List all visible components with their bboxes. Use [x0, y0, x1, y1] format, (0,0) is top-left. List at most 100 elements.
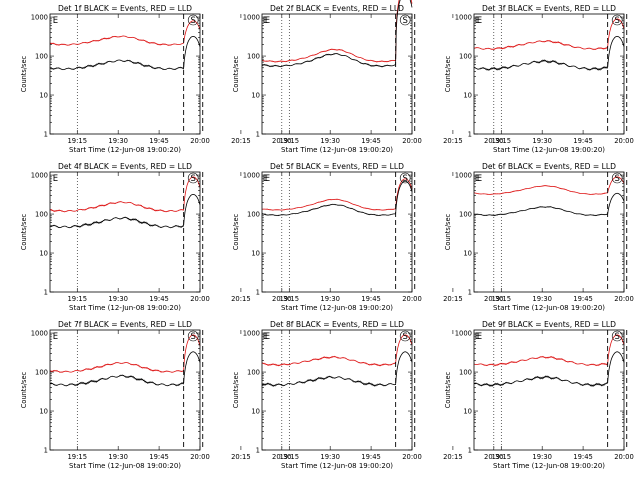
- y-tick-label: 10: [251, 92, 260, 100]
- x-tick-label: 19:30: [320, 453, 340, 461]
- x-axis-label: Start Time (12-Jun-08 19:00:20): [69, 462, 181, 470]
- start-marker-circle: [611, 330, 623, 342]
- y-tick-label: 10: [463, 250, 472, 258]
- y-axis-label: Counts/sec: [20, 55, 28, 92]
- panel-1: Det 1f BLACK = Events, RED = LLD 1 10 100 10…: [20, 4, 292, 154]
- lld-series-line: [49, 176, 201, 213]
- x-axis-label: Start Time (12-Jun-08 19:00:20): [69, 304, 181, 312]
- y-tick-label: 1000: [455, 172, 472, 180]
- marker-s-2: S: [614, 16, 619, 26]
- lld-series-line: [474, 176, 625, 195]
- x-axis-label: Start Time (12-Jun-08 19:00:20): [69, 146, 181, 154]
- y-tick-label: 100: [35, 369, 48, 377]
- y-tick-label: 1: [44, 447, 48, 455]
- y-tick-label: 10: [463, 408, 472, 416]
- x-axis-label: Start Time (12-Jun-08 19:00:20): [281, 304, 393, 312]
- x-tick-label: 19:15: [491, 137, 511, 145]
- plot-frame: [261, 13, 413, 135]
- lld-series-line: [49, 20, 201, 46]
- lld-series-line: [261, 178, 413, 211]
- start-marker-circle: [187, 172, 199, 184]
- x-tick-label: 19:15: [491, 295, 511, 303]
- x-tick-label: 20:00: [190, 453, 210, 461]
- x-tick-label: 20:30: [272, 295, 292, 303]
- x-axis-label: Start Time (12-Jun-08 19:00:20): [493, 146, 605, 154]
- x-tick-label: 20:15: [231, 137, 251, 145]
- x-tick-label: 19:30: [108, 453, 128, 461]
- marker-e-3: E: [263, 174, 268, 184]
- y-tick-label: 1000: [243, 14, 260, 22]
- panel-title: Det 1f BLACK = Events, RED = LLD: [58, 4, 192, 13]
- start-marker-circle: [187, 14, 199, 26]
- marker-e-3: E: [475, 174, 480, 184]
- marker-e-3: E: [475, 16, 480, 26]
- marker-e-1: E: [265, 174, 270, 184]
- marker-e-3: E: [263, 16, 268, 26]
- panel-title: Det 3f BLACK = Events, RED = LLD: [482, 4, 616, 13]
- x-tick-label: 19:45: [149, 137, 169, 145]
- y-axis-label: Counts/sec: [232, 55, 240, 92]
- y-tick-label: 100: [459, 53, 472, 61]
- x-tick-label: 20:30: [484, 295, 504, 303]
- y-axis-label: Counts/sec: [232, 213, 240, 250]
- marker-s-2: S: [190, 174, 195, 184]
- marker-s-2: S: [402, 16, 407, 26]
- panel-8: Det 8f BLACK = Events, RED = LLD 1 10 100 10…: [232, 320, 504, 470]
- x-tick-label: 20:00: [402, 453, 422, 461]
- events-series-line: [261, 351, 413, 387]
- y-axis-label: Counts/sec: [444, 371, 452, 408]
- start-marker-circle: [187, 330, 199, 342]
- y-tick-label: 1: [44, 131, 48, 139]
- y-axis-label: Counts/sec: [20, 371, 28, 408]
- panel-title: Det 6f BLACK = Events, RED = LLD: [482, 162, 616, 171]
- x-tick-label: 20:15: [443, 295, 463, 303]
- marker-s-2: S: [190, 16, 195, 26]
- marker-e-1: E: [477, 332, 482, 342]
- x-tick-label: 20:30: [484, 137, 504, 145]
- plot-frame: [473, 329, 625, 451]
- x-tick-label: 19:45: [149, 453, 169, 461]
- marker-s-2: S: [190, 332, 195, 342]
- plot-frame: [49, 171, 201, 293]
- panel-7: Det 7f BLACK = Events, RED = LLD 1 10 100 10…: [20, 320, 292, 470]
- x-tick-label: 19:45: [573, 137, 593, 145]
- x-tick-label: 19:30: [532, 137, 552, 145]
- plot-frame: [261, 171, 413, 293]
- events-series-line: [261, 180, 413, 217]
- y-tick-label: 100: [247, 211, 260, 219]
- marker-e-3: E: [263, 332, 268, 342]
- start-marker-circle: [399, 330, 411, 342]
- marker-s-2: S: [402, 174, 407, 184]
- marker-s-2: S: [614, 174, 619, 184]
- panel-title: Det 7f BLACK = Events, RED = LLD: [58, 320, 192, 329]
- y-tick-label: 10: [251, 408, 260, 416]
- y-tick-label: 1000: [455, 330, 472, 338]
- x-tick-label: 19:15: [491, 453, 511, 461]
- y-tick-label: 1: [468, 131, 472, 139]
- y-tick-label: 1: [256, 447, 260, 455]
- marker-e-1: E: [265, 332, 270, 342]
- y-tick-label: 1000: [243, 330, 260, 338]
- x-tick-label: 19:30: [532, 295, 552, 303]
- y-tick-label: 10: [39, 92, 48, 100]
- x-tick-label: 19:15: [279, 295, 299, 303]
- plot-frame: [473, 13, 625, 135]
- x-tick-label: 19:45: [361, 137, 381, 145]
- events-series-line: [473, 351, 625, 388]
- y-tick-label: 10: [251, 250, 260, 258]
- marker-e-1: E: [477, 174, 482, 184]
- y-tick-label: 100: [247, 369, 260, 377]
- x-axis-label: Start Time (12-Jun-08 19:00:20): [281, 462, 393, 470]
- y-tick-label: 100: [35, 53, 48, 61]
- events-series-line: [261, 0, 413, 68]
- marker-e-1: E: [53, 332, 58, 342]
- panel-6: Det 6f BLACK = Events, RED = LLD 1 10 100 10…: [444, 162, 634, 312]
- x-tick-label: 19:45: [361, 453, 381, 461]
- panel-title: Det 5f BLACK = Events, RED = LLD: [270, 162, 404, 171]
- y-tick-label: 100: [247, 53, 260, 61]
- lld-series-line: [49, 334, 201, 373]
- events-series-line: [473, 35, 625, 71]
- x-tick-label: 20:00: [190, 137, 210, 145]
- x-tick-label: 20:15: [443, 137, 463, 145]
